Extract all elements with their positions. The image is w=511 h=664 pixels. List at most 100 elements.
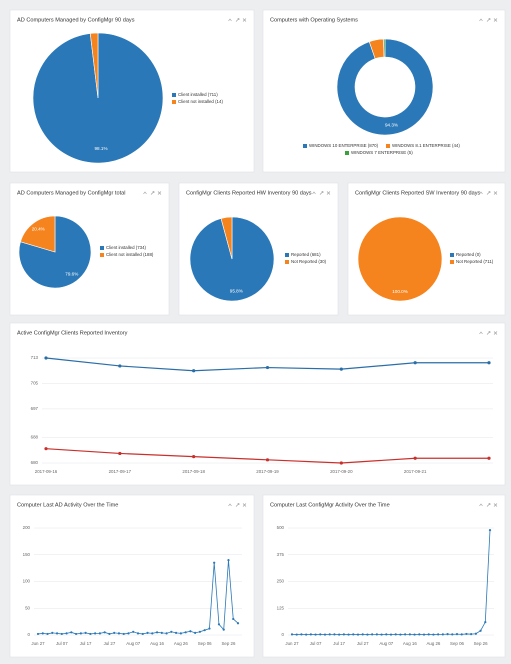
collapse-icon[interactable]: [228, 503, 232, 507]
data-point: [113, 631, 116, 634]
expand-icon[interactable]: [319, 191, 324, 195]
legend-label: Reported (681): [291, 252, 321, 257]
expand-icon[interactable]: [486, 331, 491, 335]
y-tick-label: 0: [28, 632, 31, 637]
x-tick-label: Aug 16: [403, 641, 417, 646]
collapse-icon[interactable]: [228, 18, 232, 22]
x-tick-label: Jul 17: [80, 641, 92, 646]
legend-label: Client installed (711): [178, 92, 218, 97]
y-tick-label: 705: [31, 381, 39, 386]
collapse-icon[interactable]: [479, 18, 483, 22]
data-point: [460, 633, 463, 636]
y-tick-label: 680: [31, 460, 39, 465]
data-point: [290, 633, 294, 636]
collapse-icon[interactable]: [312, 191, 316, 195]
data-point: [380, 633, 383, 636]
collapse-icon[interactable]: [479, 331, 483, 335]
data-point: [118, 451, 122, 456]
y-tick-label: 200: [23, 525, 31, 530]
widget-title: Computer Last ConfigMgr Activity Over th…: [270, 502, 390, 508]
data-point: [94, 632, 97, 635]
data-point: [385, 633, 388, 636]
slice-label: 79.6%: [65, 272, 78, 277]
legend-swatch: [100, 253, 104, 257]
x-tick-label: Aug 16: [150, 641, 164, 646]
data-point: [74, 632, 78, 636]
data-point: [339, 461, 343, 465]
data-point: [118, 364, 122, 368]
collapse-icon[interactable]: [143, 191, 147, 195]
data-point: [488, 529, 492, 532]
data-point: [295, 633, 298, 636]
collapse-icon[interactable]: [479, 503, 483, 507]
data-point: [375, 633, 378, 636]
expand-icon[interactable]: [486, 503, 491, 507]
data-point: [319, 633, 322, 636]
collapse-icon[interactable]: [479, 191, 483, 195]
data-point: [352, 633, 355, 636]
legend-label: WINDOWS 7 ENTERPRISE (5): [351, 150, 413, 155]
data-point: [122, 632, 125, 636]
data-point: [309, 633, 312, 636]
expand-icon[interactable]: [486, 191, 491, 195]
slice-label: 100.0%: [392, 289, 408, 294]
data-point: [418, 633, 421, 636]
widget-title: Computers with Operating Systems: [270, 17, 358, 23]
data-point: [404, 633, 407, 636]
data-point: [437, 633, 440, 636]
data-point: [103, 631, 106, 634]
close-icon[interactable]: [326, 191, 331, 195]
data-point: [192, 369, 196, 373]
legend-label: Client not installed (14): [178, 99, 223, 104]
data-point: [361, 633, 364, 636]
legend-swatch: [345, 151, 349, 155]
x-tick-label: 2017-09-20: [330, 469, 353, 474]
data-point: [165, 632, 168, 635]
expand-icon[interactable]: [235, 503, 240, 507]
widget-title: Computer Last AD Activity Over the Time: [17, 502, 118, 508]
close-icon[interactable]: [242, 503, 247, 507]
data-point: [41, 632, 44, 635]
data-point: [84, 631, 87, 634]
y-tick-label: 0: [282, 632, 285, 637]
data-point: [174, 631, 178, 634]
close-icon[interactable]: [493, 503, 498, 507]
data-point: [198, 630, 202, 633]
widget-panel: [9, 494, 255, 658]
data-point: [333, 633, 336, 636]
expand-icon[interactable]: [235, 18, 240, 22]
widget-title: AD Computers Managed by ConfigMgr 90 day…: [17, 17, 135, 23]
data-point: [413, 456, 417, 460]
data-point: [328, 633, 331, 636]
data-point: [305, 633, 308, 636]
x-tick-label: 2017-09-19: [256, 469, 279, 474]
data-point: [422, 633, 426, 636]
data-point: [184, 631, 187, 634]
data-point: [347, 633, 350, 636]
widget-panel: [262, 494, 506, 658]
legend-label: Reported (0): [456, 252, 481, 257]
close-icon[interactable]: [493, 18, 498, 22]
pie-slice: [336, 38, 434, 136]
expand-icon[interactable]: [150, 191, 155, 195]
legend-swatch: [100, 246, 104, 250]
data-point: [356, 633, 360, 636]
data-point: [222, 628, 225, 631]
legend-swatch: [450, 253, 454, 257]
data-point: [208, 627, 211, 630]
data-point: [117, 632, 121, 635]
x-tick-label: Jun 27: [285, 641, 299, 646]
data-point: [314, 633, 317, 636]
data-point: [427, 633, 430, 636]
close-icon[interactable]: [493, 191, 498, 195]
x-tick-label: Jul 17: [333, 641, 345, 646]
close-icon[interactable]: [242, 18, 247, 22]
close-icon[interactable]: [493, 331, 498, 335]
data-point: [232, 617, 235, 621]
data-point: [127, 632, 130, 635]
expand-icon[interactable]: [486, 18, 491, 22]
y-tick-label: 250: [277, 579, 285, 584]
close-icon[interactable]: [157, 191, 162, 195]
pie-slice: [357, 216, 443, 302]
data-point: [342, 633, 345, 636]
